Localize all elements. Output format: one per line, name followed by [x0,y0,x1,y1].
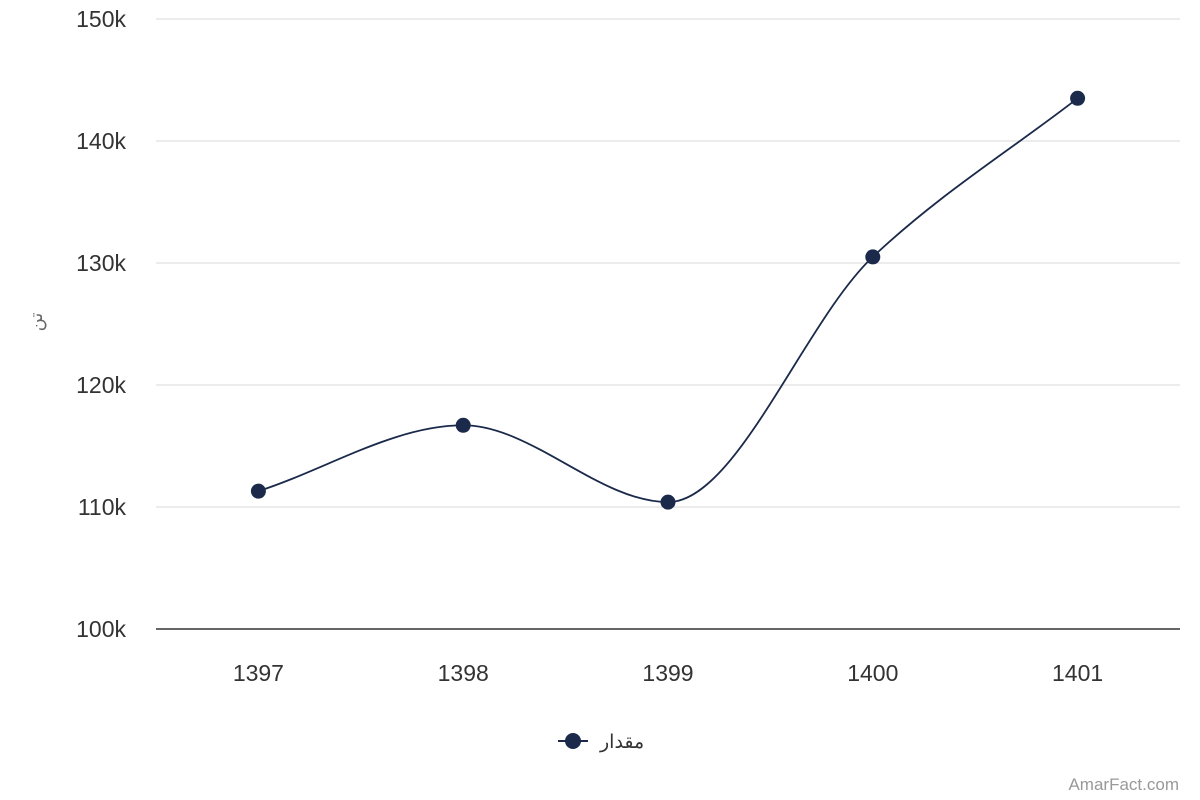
legend-marker [565,733,581,749]
x-tick-label: 1399 [642,660,693,686]
y-axis-ticks: 100k 110k 120k 130k 140k 150k [76,6,126,642]
data-point[interactable] [865,249,881,265]
y-tick-label: 120k [76,372,126,398]
data-point[interactable] [660,494,676,510]
data-point[interactable] [1070,90,1086,106]
x-axis-ticks: 1397 1398 1399 1400 1401 [233,660,1103,686]
x-tick-label: 1400 [847,660,898,686]
series-points [250,90,1086,510]
y-tick-label: 140k [76,128,126,154]
y-tick-label: 110k [78,494,127,520]
x-tick-label: 1398 [438,660,489,686]
credit-text[interactable]: AmarFact.com [1068,775,1179,794]
y-axis-label: تن [26,313,47,332]
legend-label: مقدار [599,731,644,753]
x-tick-label: 1397 [233,660,284,686]
x-tick-label: 1401 [1052,660,1103,686]
y-tick-label: 130k [76,250,126,276]
data-point[interactable] [250,483,266,499]
series-line [258,97,1079,504]
grid-lines [156,18,1180,508]
y-tick-label: 150k [76,6,126,32]
legend[interactable]: مقدار [558,731,644,753]
data-point[interactable] [455,417,471,433]
y-tick-label: 100k [76,616,126,642]
